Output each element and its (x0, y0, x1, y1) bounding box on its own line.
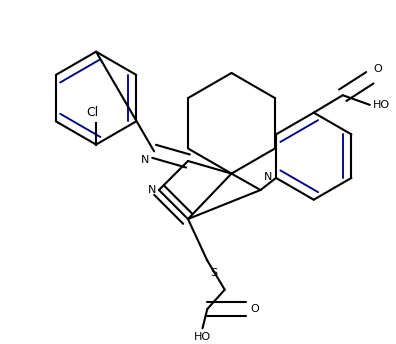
Text: O: O (374, 64, 383, 74)
Text: O: O (250, 304, 259, 314)
Text: N: N (141, 155, 149, 165)
Text: N: N (148, 185, 156, 195)
Text: HO: HO (194, 332, 211, 342)
Text: HO: HO (373, 100, 390, 110)
Text: N: N (263, 172, 272, 182)
Text: S: S (210, 268, 217, 278)
Text: Cl: Cl (86, 106, 98, 119)
